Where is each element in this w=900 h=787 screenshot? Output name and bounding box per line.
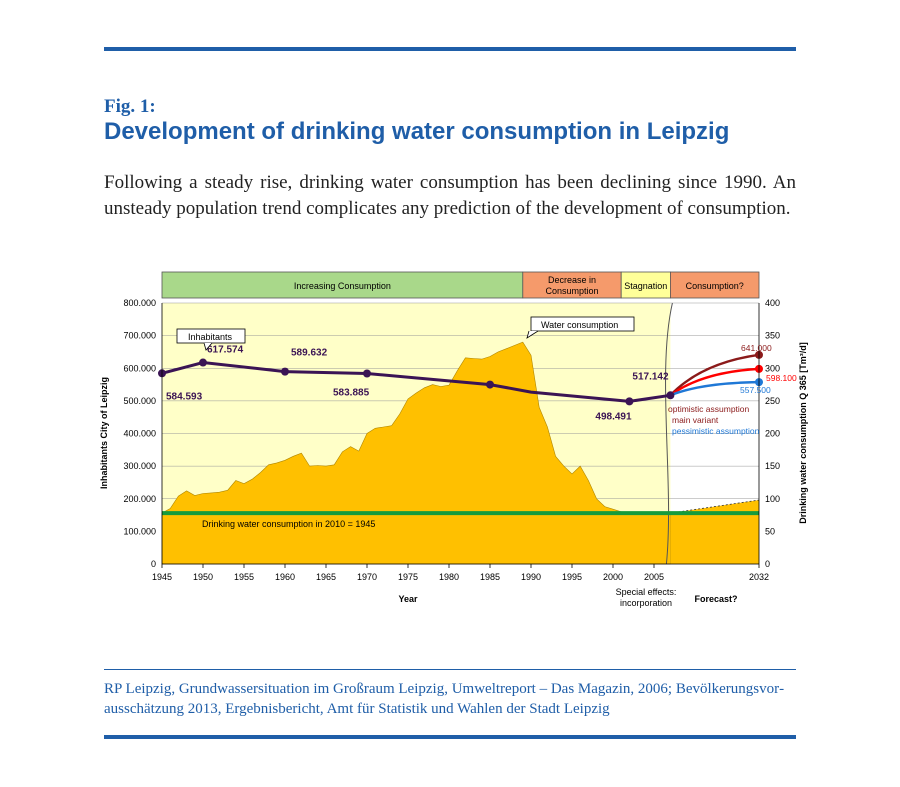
x-tick-label-2000: 2000 bbox=[603, 572, 623, 582]
inhabitants-label-2: 617.574 bbox=[207, 345, 244, 356]
forecast-line-1 bbox=[669, 353, 760, 397]
phase-label-4: Consumption? bbox=[686, 281, 744, 291]
y-right-tick-label-0: 0 bbox=[765, 559, 770, 569]
y-left-tick-label-8: 800.000 bbox=[123, 298, 156, 308]
x-tick-labels: 1945 1950 1955 1960 1965 1970 1975 1980 1985 1990… bbox=[152, 564, 769, 582]
inhabitants-point-4 bbox=[363, 369, 371, 378]
y-left-tick-labels: 0 100.000 200.000 300.000 400.000 500.000 600.… bbox=[123, 298, 156, 569]
special-effects-note: Special effects: incorporation bbox=[616, 587, 677, 608]
y-left-tick-label-7: 700.000 bbox=[123, 331, 156, 341]
inhabitants-point-3 bbox=[281, 367, 289, 376]
inhabitants-point-7 bbox=[666, 391, 675, 400]
x-tick-label-1985: 1985 bbox=[480, 572, 500, 582]
x-tick-label-1980: 1980 bbox=[439, 572, 459, 582]
x-tick-label-1975: 1975 bbox=[398, 572, 418, 582]
y-right-tick-label-8: 400 bbox=[765, 298, 780, 308]
forecast-line-3 bbox=[669, 380, 760, 397]
inhabitants-points bbox=[158, 358, 675, 406]
page-title: Development of drinking water consumptio… bbox=[104, 118, 730, 145]
end-label-pessimistic: 557.500 bbox=[740, 385, 771, 395]
x-tick-label-1945: 1945 bbox=[152, 572, 172, 582]
x-tick-label-1995: 1995 bbox=[562, 572, 582, 582]
y-right-tick-label-4: 200 bbox=[765, 429, 780, 439]
x-tick-label-1950: 1950 bbox=[193, 572, 213, 582]
source-rule bbox=[104, 669, 796, 670]
y-left-tick-label-6: 600.000 bbox=[123, 363, 156, 373]
y-left-axis-label: Inhabitants City of Leipzig bbox=[99, 377, 109, 489]
y-right-tick-label-6: 300 bbox=[765, 363, 780, 373]
special-effects-line-2: incorporation bbox=[620, 598, 672, 608]
y-right-tick-label-1: 50 bbox=[765, 526, 775, 536]
x-tick-label-1970: 1970 bbox=[357, 572, 377, 582]
x-tick-label-1955: 1955 bbox=[234, 572, 254, 582]
inhabitants-label-4: 583.885 bbox=[333, 388, 370, 399]
y-left-tick-label-2: 200.000 bbox=[123, 494, 156, 504]
x-tick-label-2032: 2032 bbox=[749, 572, 769, 582]
phase-label-1-line-1: Increasing Consumption bbox=[294, 281, 391, 291]
forecast-question-label: Forecast? bbox=[694, 594, 737, 604]
forecast-line-2 bbox=[669, 367, 760, 397]
legend-optimistic: optimistic assumption bbox=[668, 404, 750, 414]
y-right-tick-label-5: 250 bbox=[765, 396, 780, 406]
forecast-divider-curve bbox=[665, 302, 673, 565]
forecast-end-labels: 641.000 598.100 557.500 bbox=[740, 343, 797, 395]
y-right-axis-label: Drinking water consumption Q 365 [Tm³/d] bbox=[798, 342, 808, 524]
special-effects-line-1: Special effects: bbox=[616, 587, 677, 597]
axes bbox=[161, 303, 760, 565]
bottom-rule bbox=[104, 735, 796, 739]
inhabitants-label-1: 584.593 bbox=[166, 391, 203, 402]
inhabitants-callout-text: Inhabitants bbox=[188, 332, 233, 342]
water-consumption-forecast-area bbox=[670, 500, 759, 564]
y-left-tick-label-5: 500.000 bbox=[123, 396, 156, 406]
inhabitants-point-6 bbox=[625, 397, 634, 406]
forecast-area-edge bbox=[670, 499, 760, 514]
end-label-optimistic: 641.000 bbox=[741, 343, 772, 353]
inhabitants-labels: 584.593 617.574 589.632 583.885 498.491 517.1… bbox=[166, 345, 669, 423]
x-tick-label-1965: 1965 bbox=[316, 572, 336, 582]
y-right-tick-labels: 0 50 100 150 200 250 300 350 400 bbox=[765, 298, 780, 569]
x-tick-label-2005: 2005 bbox=[644, 572, 664, 582]
figure-label: Fig. 1: bbox=[104, 96, 156, 117]
top-rule bbox=[104, 47, 796, 51]
water-consumption-area bbox=[161, 341, 671, 565]
water-consumption-callout: Water consumption bbox=[526, 316, 635, 339]
reference-line-label: Drinking water consumption in 2010 = 194… bbox=[202, 519, 375, 529]
inhabitants-line bbox=[161, 360, 671, 403]
forecast-legend: optimistic assumption main variant pessi… bbox=[668, 404, 760, 436]
y-right-tick-label-2: 100 bbox=[765, 494, 780, 504]
inhabitants-point-2 bbox=[199, 358, 207, 367]
x-tick-label-1960: 1960 bbox=[275, 572, 295, 582]
legend-pessimistic: pessimistic assumption bbox=[672, 426, 760, 436]
y-left-tick-label-1: 100.000 bbox=[123, 526, 156, 536]
water-consumption-callout-text: Water consumption bbox=[541, 320, 618, 330]
y-right-tick-label-7: 350 bbox=[765, 331, 780, 341]
inhabitants-callout: Inhabitants bbox=[176, 328, 246, 351]
legend-main-variant: main variant bbox=[672, 415, 719, 425]
inhabitants-label-3: 589.632 bbox=[291, 348, 328, 359]
phase-label-3: Stagnation bbox=[624, 281, 667, 291]
intro-paragraph: Following a steady rise, drinking water … bbox=[104, 172, 796, 219]
y-right-tick-label-3: 150 bbox=[765, 461, 780, 471]
phase-label-2-line-2: Consumption bbox=[545, 286, 598, 296]
x-tick-label-1990: 1990 bbox=[521, 572, 541, 582]
y-left-tick-label-0: 0 bbox=[151, 559, 156, 569]
x-axis-label: Year bbox=[398, 594, 418, 604]
y-left-tick-label-4: 400.000 bbox=[123, 429, 156, 439]
phase-box-4 bbox=[670, 271, 760, 299]
inhabitants-label-5: 498.491 bbox=[595, 411, 632, 422]
phase-box-1 bbox=[161, 271, 524, 299]
source-citation: RP Leipzig, Grundwassersituation im Groß… bbox=[104, 681, 785, 717]
inhabitants-point-5 bbox=[486, 380, 494, 389]
end-label-main: 598.100 bbox=[766, 373, 797, 383]
inhabitants-label-6: 517.142 bbox=[632, 371, 669, 382]
y-left-tick-label-3: 300.000 bbox=[123, 461, 156, 471]
phase-label-2-line-1: Decrease in bbox=[548, 275, 596, 285]
